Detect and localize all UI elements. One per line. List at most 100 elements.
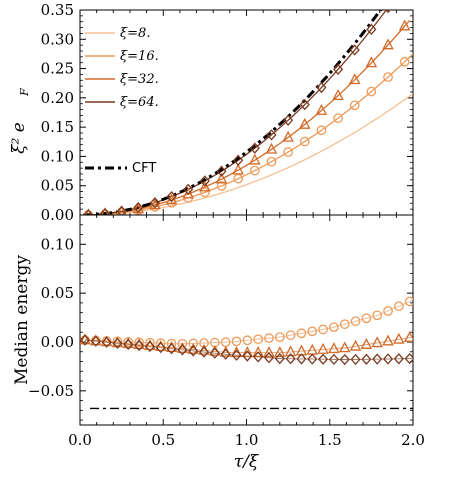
top-series-marker-2: [249, 153, 261, 165]
bottom-series-marker-1: [349, 339, 362, 351]
top-series-marker-2: [215, 172, 228, 184]
top-series-marker-1: [133, 205, 144, 215]
bottom-series-marker-0: [242, 335, 253, 346]
top-series-marker-1: [316, 125, 327, 136]
top-series-marker-2: [265, 142, 278, 154]
top-y-tick-label: 0.25: [41, 60, 74, 78]
top-series-marker-2: [232, 163, 244, 175]
bottom-markers: [80, 296, 413, 366]
top-y-tick-label: 0.35: [41, 1, 74, 19]
bottom-plot-area: [79, 214, 414, 426]
top-series-line-4: [83, 10, 383, 215]
bottom-series-marker-2: [296, 353, 307, 365]
bottom-series-marker-0: [188, 338, 199, 349]
top-series-marker-1: [333, 113, 343, 124]
bottom-series-marker-2: [166, 343, 177, 355]
bottom-series-marker-0: [274, 332, 285, 342]
bottom-y-tick-label: 0.00: [41, 333, 74, 351]
bottom-series-marker-1: [403, 331, 413, 342]
bottom-series-marker-2: [144, 340, 156, 353]
bottom-series-marker-2: [318, 353, 329, 365]
bottom-series-marker-2: [177, 344, 188, 356]
bottom-series-marker-2: [242, 350, 253, 362]
top-series-marker-2: [348, 73, 361, 85]
bottom-series-marker-1: [393, 332, 405, 344]
top-series-marker-2: [116, 205, 127, 215]
x-axis-title: τ/ξ: [234, 452, 260, 472]
bottom-series-marker-1: [100, 335, 113, 347]
top-series-marker-1: [399, 56, 410, 67]
top-series-marker-3: [149, 197, 160, 209]
bottom-series-marker-2: [123, 338, 134, 351]
top-series-marker-3: [166, 190, 177, 203]
bottom-y-tick-label: 0.05: [41, 284, 74, 302]
bottom-series-marker-1: [80, 333, 91, 345]
top-series-marker-2: [315, 103, 328, 115]
bottom-series-marker-0: [166, 338, 177, 349]
bottom-series-marker-2: [220, 348, 231, 360]
bottom-series-marker-2: [285, 353, 296, 365]
top-series-marker-2: [100, 207, 110, 215]
top-series-marker-2: [199, 180, 211, 192]
legend-label-3: ξ=64.: [120, 95, 159, 110]
bottom-series-marker-0: [145, 337, 155, 348]
top-y-tick-label: 0.05: [41, 177, 74, 195]
bottom-series-marker-1: [317, 342, 329, 354]
bottom-series-marker-2: [328, 353, 339, 366]
top-y-tick-label: 0.10: [41, 147, 74, 165]
bottom-series-marker-0: [155, 338, 166, 348]
top-series-marker-1: [266, 156, 277, 167]
bottom-y-tick-label: −0.05: [28, 382, 74, 400]
legend-label-1: ξ=16.: [120, 49, 159, 64]
top-series-marker-3: [133, 201, 144, 214]
bottom-series-marker-1: [328, 342, 340, 354]
bottom-series-marker-1: [338, 341, 351, 353]
legend-label-0: ξ=8.: [120, 26, 150, 41]
top-series-line-2: [83, 19, 411, 215]
bottom-series-marker-2: [209, 347, 220, 359]
top-y-tick-label: 0.00: [41, 206, 74, 224]
bottom-series-marker-2: [253, 351, 264, 363]
x-tick-label: 2.0: [401, 431, 425, 449]
legend-label-cft: CFT: [132, 161, 156, 176]
bottom-series-marker-1: [284, 345, 297, 357]
bottom-series-marker-0: [231, 336, 242, 347]
bottom-series-marker-2: [393, 353, 404, 365]
top-series-marker-3: [316, 81, 327, 94]
top-series-marker-1: [283, 147, 293, 157]
bottom-y-axis-title: Median energy: [12, 255, 32, 385]
top-series-marker-3: [216, 165, 227, 177]
bottom-series-marker-2: [80, 334, 91, 346]
top-series-marker-1: [299, 136, 310, 147]
top-series-marker-1: [249, 165, 260, 176]
x-tick-label: 0.0: [68, 431, 92, 449]
bottom-series-marker-2: [382, 353, 394, 365]
bottom-series-marker-2: [198, 346, 210, 358]
x-tick-label: 0.5: [151, 431, 175, 449]
top-series-marker-2: [298, 117, 311, 129]
bottom-series-marker-2: [134, 339, 145, 352]
bottom-series-marker-2: [263, 352, 275, 364]
top-series-marker-2: [282, 130, 294, 142]
top-series-marker-3: [299, 98, 310, 111]
bottom-series-marker-2: [307, 353, 318, 365]
top-series-marker-1: [116, 207, 127, 215]
bottom-series-marker-0: [253, 334, 264, 345]
bottom-series-marker-2: [188, 345, 199, 357]
bottom-series-marker-0: [285, 330, 296, 341]
top-markers: [83, 10, 411, 215]
top-panel: 0.000.050.100.150.200.250.300.35 ξ² e F …: [9, 1, 414, 224]
bottom-series-marker-0: [361, 313, 372, 324]
bottom-series-marker-1: [263, 346, 275, 358]
top-y-ticks: 0.00 0.05 0.10 0.15 0.20 0.25 0.30 0.35: [41, 1, 414, 224]
top-series-marker-2: [398, 19, 411, 31]
bottom-series-marker-1: [90, 334, 102, 346]
bottom-series-marker-0: [329, 322, 339, 333]
top-series-marker-2: [382, 38, 394, 50]
top-series-marker-1: [349, 100, 360, 111]
bottom-series-marker-0: [404, 296, 413, 307]
bottom-series-marker-0: [372, 310, 383, 321]
bottom-y-tick-label: 0.10: [41, 235, 74, 253]
top-series-marker-2: [365, 56, 378, 68]
